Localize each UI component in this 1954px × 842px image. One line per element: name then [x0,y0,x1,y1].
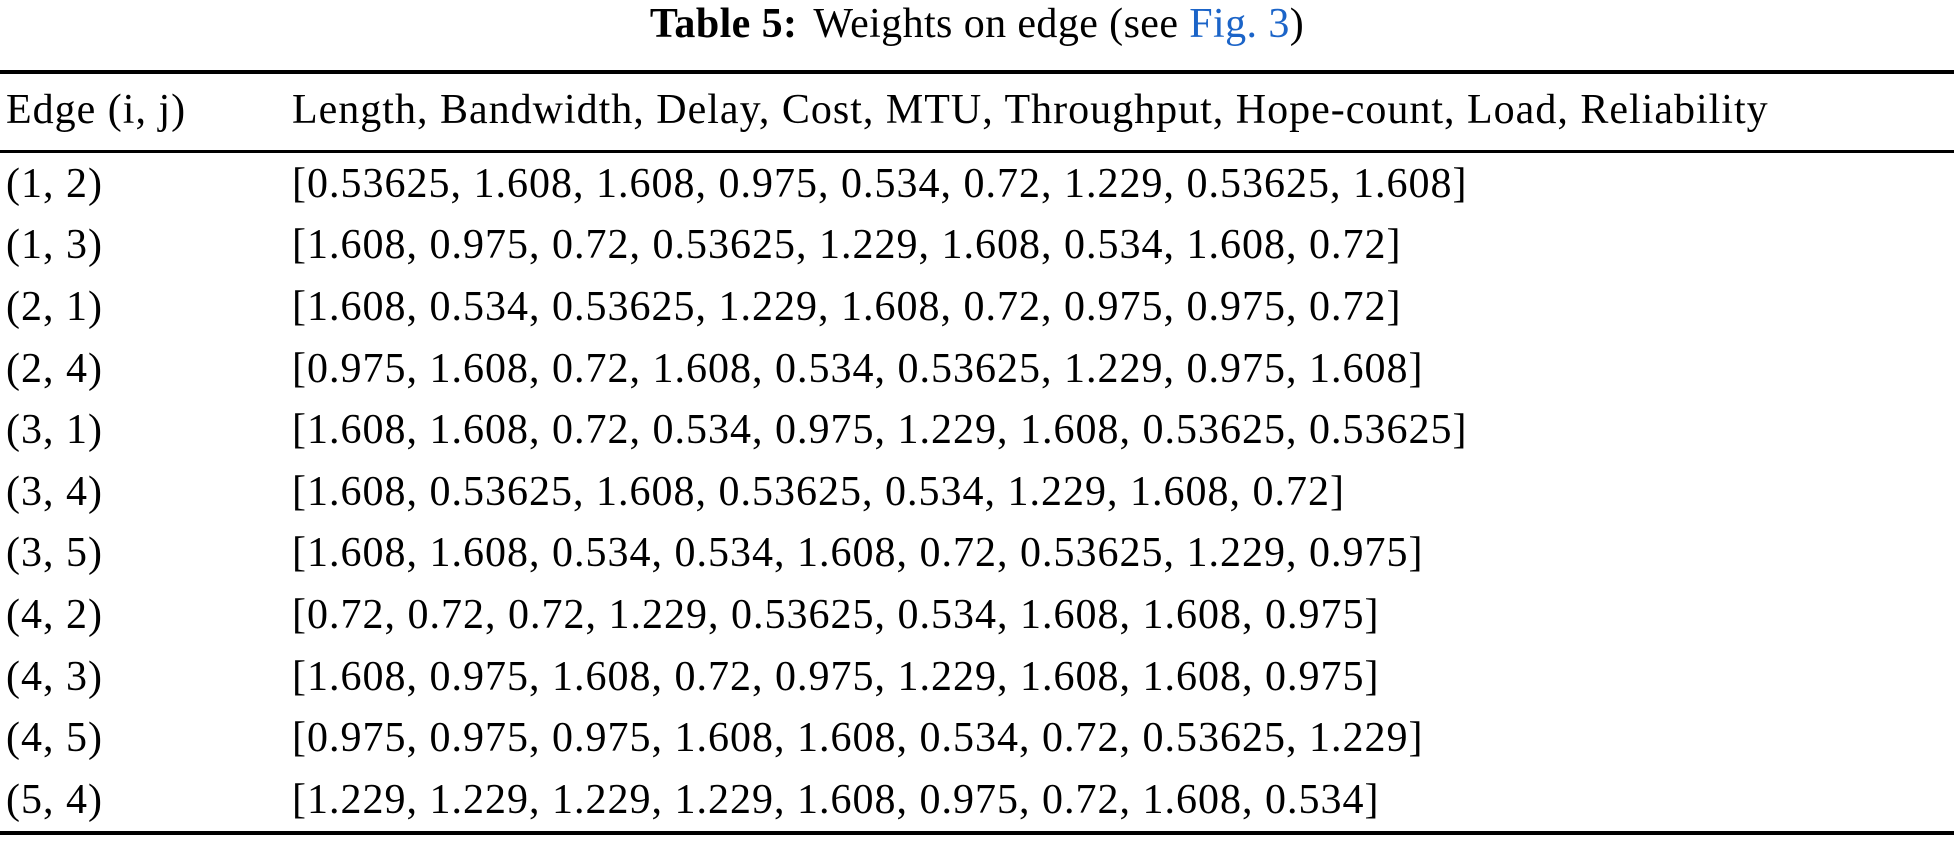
table-caption: Table 5: Weights on edge (see Fig. 3) [0,0,1954,48]
edge-cell: (1, 3) [6,222,103,269]
weights-cell: [1.608, 1.608, 0.534, 0.534, 1.608, 0.72… [292,530,1424,577]
table-row: (3, 5) [1.608, 1.608, 0.534, 0.534, 1.60… [0,523,1954,585]
table-row: (4, 5) [0.975, 0.975, 0.975, 1.608, 1.60… [0,707,1954,769]
table-row: (2, 4) [0.975, 1.608, 0.72, 1.608, 0.534… [0,338,1954,400]
weights-cell: [1.229, 1.229, 1.229, 1.229, 1.608, 0.97… [292,776,1380,823]
weights-cell: [0.72, 0.72, 0.72, 1.229, 0.53625, 0.534… [292,591,1380,638]
edge-column-header: Edge (i, j) [0,72,292,153]
table-row: (5, 4) [1.229, 1.229, 1.229, 1.229, 1.60… [0,769,1954,833]
weights-table: Edge (i, j) Length, Bandwidth, Delay, Co… [0,70,1954,835]
edge-cell: (4, 5) [6,715,103,762]
edge-cell: (3, 5) [6,530,103,577]
weights-column-header: Length, Bandwidth, Delay, Cost, MTU, Thr… [292,72,1954,153]
edge-cell: (2, 4) [6,345,103,392]
weights-cell: [1.608, 0.53625, 1.608, 0.53625, 0.534, … [292,468,1345,515]
edge-cell: (2, 1) [6,283,103,330]
weights-cell: [1.608, 0.975, 0.72, 0.53625, 1.229, 1.6… [292,222,1402,269]
table-caption-close-paren: ) [1289,1,1305,47]
figure-3-link[interactable]: Fig. 3 [1189,1,1290,47]
weights-cell: [0.53625, 1.608, 1.608, 0.975, 0.534, 0.… [292,160,1468,207]
weights-cell: [1.608, 1.608, 0.72, 0.534, 0.975, 1.229… [292,407,1468,454]
weights-cell: [0.975, 0.975, 0.975, 1.608, 1.608, 0.53… [292,715,1424,762]
weights-cell: [0.975, 1.608, 0.72, 1.608, 0.534, 0.536… [292,345,1424,392]
edge-cell: (5, 4) [6,776,103,823]
table-row: (3, 1) [1.608, 1.608, 0.72, 0.534, 0.975… [0,399,1954,461]
weights-cell: [1.608, 0.534, 0.53625, 1.229, 1.608, 0.… [292,283,1402,330]
edge-cell: (4, 2) [6,591,103,638]
table-row: (4, 2) [0.72, 0.72, 0.72, 1.229, 0.53625… [0,584,1954,646]
weights-cell: [1.608, 0.975, 1.608, 0.72, 0.975, 1.229… [292,653,1380,700]
table-caption-label: Table 5: [649,1,798,47]
table-row: (4, 3) [1.608, 0.975, 1.608, 0.72, 0.975… [0,646,1954,708]
table-row: (2, 1) [1.608, 0.534, 0.53625, 1.229, 1.… [0,276,1954,338]
table-row: (3, 4) [1.608, 0.53625, 1.608, 0.53625, … [0,461,1954,523]
edge-cell: (1, 2) [6,160,103,207]
table-row: (1, 2) [0.53625, 1.608, 1.608, 0.975, 0.… [0,152,1954,215]
edge-cell: (4, 3) [6,653,103,700]
edge-cell: (3, 1) [6,407,103,454]
edge-cell: (3, 4) [6,468,103,515]
table-header-row: Edge (i, j) Length, Bandwidth, Delay, Co… [0,72,1954,153]
table-caption-text: Weights on edge (see [813,1,1190,47]
table-row: (1, 3) [1.608, 0.975, 0.72, 0.53625, 1.2… [0,215,1954,277]
